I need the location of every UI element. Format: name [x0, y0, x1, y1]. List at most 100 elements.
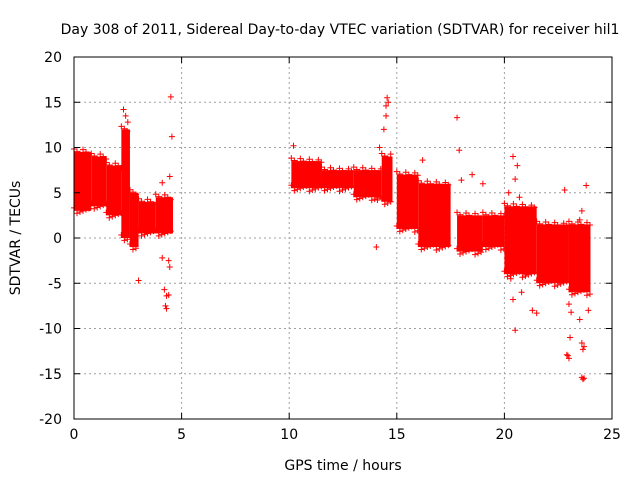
- data-point-marker: [97, 203, 104, 210]
- data-point-marker: [560, 279, 567, 286]
- data-point: [516, 194, 523, 201]
- data-point-marker: [531, 269, 538, 276]
- data-point: [165, 257, 172, 264]
- data-point: [579, 376, 586, 383]
- data-point-marker: [109, 213, 116, 220]
- data-point-marker: [374, 170, 381, 177]
- data-point-marker: [312, 185, 319, 192]
- data-point-marker: [384, 200, 391, 206]
- data-point-marker: [80, 207, 86, 214]
- data-band-fill: [381, 156, 393, 202]
- data-point-marker: [396, 228, 403, 235]
- data-point-marker: [353, 196, 360, 203]
- data-band: [393, 168, 421, 235]
- data-point-marker: [583, 292, 590, 299]
- data-point-marker: [164, 229, 171, 236]
- data-point-marker: [88, 200, 95, 207]
- data-point-marker: [551, 283, 558, 290]
- data-band: [152, 191, 174, 239]
- data-point-marker: [408, 174, 415, 181]
- data-point-marker: [124, 128, 131, 135]
- y-tick-label: -20: [39, 412, 62, 428]
- data-point-marker: [399, 227, 406, 234]
- data-point-marker: [497, 247, 504, 254]
- data-point-marker: [91, 205, 98, 212]
- data-point-marker: [94, 155, 101, 162]
- data-point-marker: [112, 212, 119, 219]
- data-band: [415, 177, 452, 254]
- data-point: [469, 171, 476, 178]
- data-point-marker: [384, 155, 391, 162]
- data-point: [419, 157, 426, 164]
- data-point-marker: [548, 223, 555, 230]
- data-point-marker: [158, 231, 165, 238]
- data-point: [565, 301, 572, 308]
- data-point-marker: [485, 214, 492, 221]
- data-point-marker: [516, 268, 523, 275]
- data-point: [518, 289, 525, 296]
- data-point-marker: [315, 184, 322, 191]
- data-point-marker: [421, 182, 428, 189]
- data-point-marker: [83, 206, 89, 213]
- data-point-marker: [427, 242, 434, 249]
- data-point-marker: [475, 250, 482, 257]
- y-tick-label: 5: [53, 186, 62, 202]
- data-point-marker: [539, 281, 546, 288]
- data-point-marker: [359, 194, 366, 201]
- data-point-marker: [460, 249, 467, 256]
- data-point-marker: [568, 291, 575, 298]
- x-tick-label: 25: [603, 427, 621, 443]
- data-point-marker: [387, 151, 394, 158]
- data-point-marker: [463, 248, 470, 255]
- data-point-marker: [415, 241, 422, 248]
- data-point-marker: [580, 223, 587, 230]
- data-point-marker: [330, 184, 337, 191]
- data-layer: [71, 93, 593, 383]
- data-point-marker: [460, 214, 467, 221]
- data-point-marker: [339, 187, 346, 194]
- data-point-marker: [124, 236, 131, 243]
- data-band: [501, 200, 538, 281]
- data-point: [384, 94, 391, 101]
- data-point-marker: [342, 170, 349, 177]
- data-point: [376, 144, 383, 151]
- data-point-marker: [545, 279, 552, 286]
- data-point-marker: [513, 270, 520, 276]
- data-band-fill: [138, 201, 156, 234]
- data-point-marker: [141, 231, 148, 238]
- data-point: [163, 305, 170, 312]
- data-point-marker: [430, 183, 437, 190]
- data-point: [510, 153, 517, 160]
- data-point-marker: [115, 211, 122, 218]
- data-point-marker: [86, 205, 92, 212]
- data-point: [161, 286, 168, 293]
- data-point: [578, 339, 585, 346]
- data-point-marker: [504, 273, 511, 280]
- data-point: [576, 216, 583, 223]
- data-point-marker: [350, 191, 357, 198]
- data-point-marker: [336, 188, 343, 195]
- data-band: [565, 218, 593, 299]
- data-point: [159, 254, 166, 261]
- data-point: [167, 93, 174, 100]
- data-point-marker: [418, 246, 425, 253]
- data-point-marker: [129, 246, 136, 253]
- data-point-marker: [109, 164, 116, 171]
- data-band: [378, 150, 394, 208]
- data-point-marker: [356, 168, 363, 175]
- data-point-marker: [121, 237, 128, 244]
- data-point-marker: [405, 224, 412, 231]
- data-band: [103, 159, 125, 221]
- data-point-marker: [77, 150, 83, 157]
- data-point-marker: [430, 241, 437, 248]
- data-point-marker: [288, 182, 295, 189]
- data-point-marker: [516, 205, 523, 212]
- data-point-marker: [571, 290, 578, 297]
- data-point: [373, 244, 380, 251]
- data-point: [505, 189, 512, 196]
- x-tick-label: 0: [70, 427, 79, 443]
- data-point-marker: [574, 289, 581, 296]
- data-point: [565, 355, 572, 362]
- data-point-marker: [580, 286, 587, 293]
